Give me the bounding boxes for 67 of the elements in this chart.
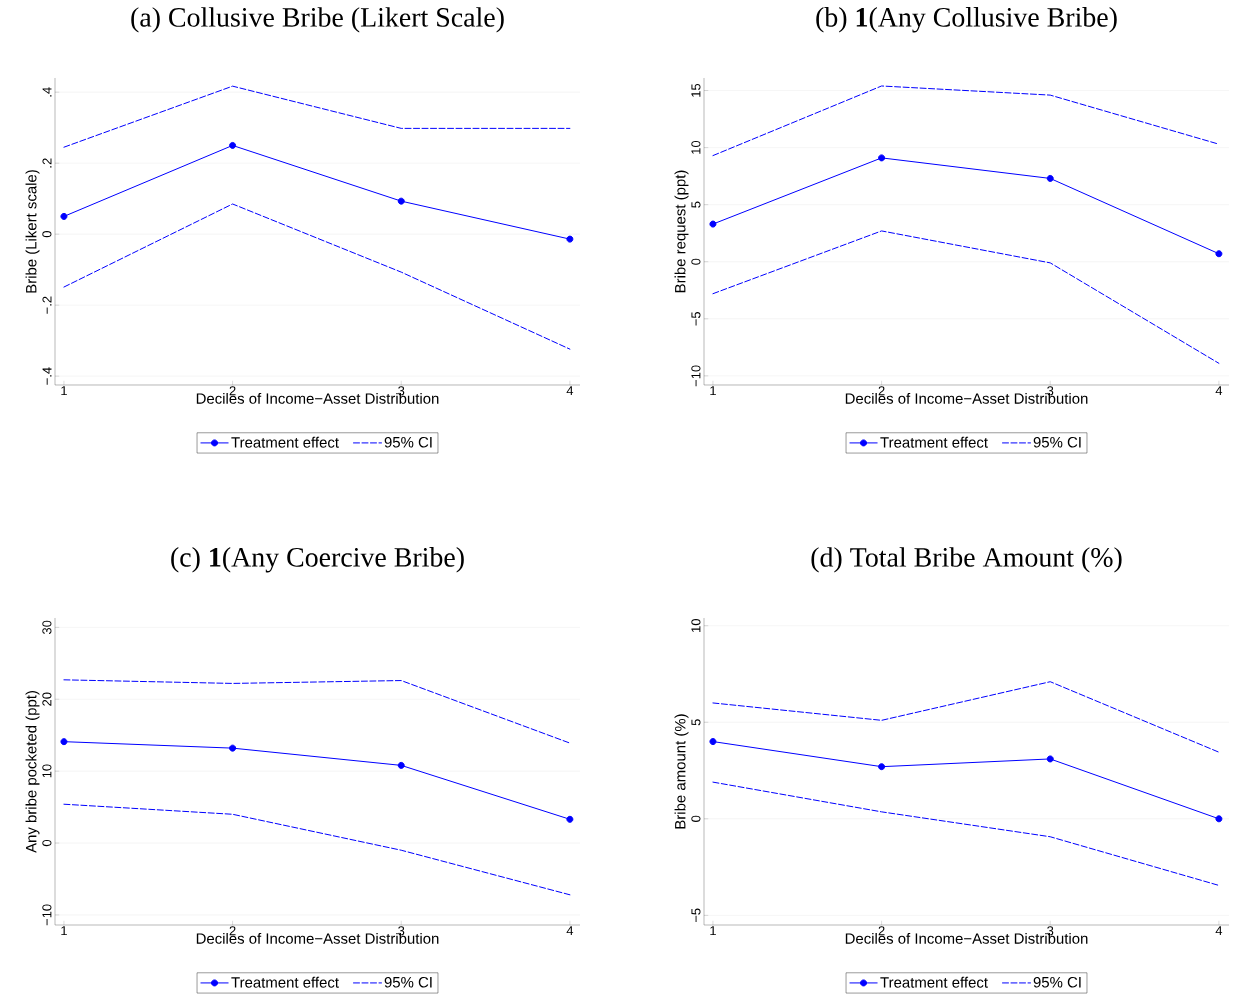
legend-label: 95% CI: [384, 436, 432, 448]
y-axis-title: Bribe request (ppt): [674, 170, 689, 293]
y-tick-label: −10: [691, 365, 701, 387]
y-tick-label: .4: [42, 87, 52, 97]
chart-title: (c) 1(Any Coercive Bribe): [171, 547, 464, 573]
point: [878, 763, 886, 771]
x-tick-label: 4: [566, 386, 574, 396]
point: [1215, 250, 1223, 258]
y-tick-label: 0: [691, 258, 701, 265]
y-tick-label: −10: [42, 904, 52, 926]
line-series: [712, 681, 1220, 753]
y-tick-label: −.4: [42, 367, 52, 385]
x-tick-label: 1: [61, 926, 67, 936]
point: [878, 154, 886, 162]
x-tick-label: 1: [710, 386, 716, 396]
point: [709, 220, 717, 228]
line-series: [63, 203, 571, 350]
legend-label: 95% CI: [1033, 436, 1081, 448]
y-tick-label: −5: [691, 311, 701, 326]
x-tick-label: 1: [710, 926, 716, 936]
x-tick-label: 4: [1215, 926, 1223, 936]
point: [60, 738, 68, 746]
y-tick-label: 10: [42, 764, 52, 778]
y-tick-label: 5: [691, 719, 701, 726]
x-tick-label: 4: [1215, 386, 1223, 396]
point: [709, 738, 717, 746]
y-tick-label: 0: [42, 839, 52, 847]
x-tick-label: 4: [566, 926, 574, 936]
legend-label: 95% CI: [1033, 976, 1081, 988]
y-tick-label: 30: [42, 620, 52, 635]
legend-label: Treatment effect: [231, 976, 339, 988]
y-axis-title: Bribe amount (%): [674, 714, 689, 829]
legend-label: Treatment effect: [880, 976, 988, 988]
line-series: [63, 679, 571, 744]
x-tick-label: 1: [61, 386, 67, 396]
y-tick-label: −.2: [42, 296, 52, 314]
point: [229, 744, 237, 752]
point: [566, 235, 574, 243]
line-series: [712, 85, 1220, 157]
y-tick-label: 20: [42, 692, 52, 706]
chart-title: (b) 1(Any Collusive Bribe): [816, 7, 1117, 33]
legend-label: 95% CI: [384, 976, 432, 988]
line-series: [712, 781, 1220, 886]
point: [229, 141, 237, 149]
y-tick-label: 10: [691, 619, 701, 632]
y-axis-title: Any bribe pocketed (ppt): [25, 691, 40, 853]
y-tick-label: 0: [42, 231, 52, 238]
chart-title: (d) Total Bribe Amount (%): [811, 547, 1122, 573]
y-tick-label: −5: [691, 908, 701, 923]
line-series: [63, 803, 571, 896]
point: [1215, 815, 1223, 823]
point: [1046, 755, 1054, 763]
y-tick-label: 0: [691, 815, 701, 822]
point: [397, 761, 405, 769]
line-series: [712, 230, 1220, 364]
point: [397, 197, 405, 205]
y-tick-label: 15: [691, 83, 701, 97]
y-tick-label: 5: [691, 201, 701, 208]
chart-title: (a) Collusive Bribe (Likert Scale): [131, 7, 504, 33]
legend-label: Treatment effect: [231, 436, 339, 448]
point: [1046, 174, 1054, 182]
point: [566, 815, 574, 823]
y-axis-title: Bribe (Likert scale): [25, 170, 40, 293]
y-tick-label: 10: [691, 140, 701, 154]
legend-label: Treatment effect: [880, 436, 988, 448]
y-tick-label: .2: [42, 158, 52, 168]
point: [60, 212, 68, 220]
